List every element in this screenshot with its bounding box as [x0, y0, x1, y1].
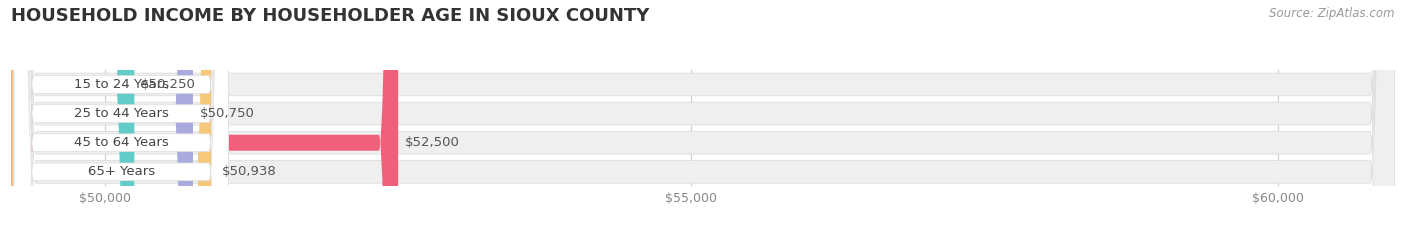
FancyBboxPatch shape: [14, 0, 228, 233]
Text: Source: ZipAtlas.com: Source: ZipAtlas.com: [1270, 7, 1395, 20]
Text: 25 to 44 Years: 25 to 44 Years: [73, 107, 169, 120]
Text: $50,250: $50,250: [141, 78, 197, 91]
FancyBboxPatch shape: [11, 0, 215, 233]
Text: $50,938: $50,938: [222, 165, 277, 178]
Text: 15 to 24 Years: 15 to 24 Years: [73, 78, 169, 91]
Text: $52,500: $52,500: [405, 136, 460, 149]
FancyBboxPatch shape: [11, 0, 1395, 233]
FancyBboxPatch shape: [14, 0, 228, 233]
FancyBboxPatch shape: [11, 0, 1395, 233]
FancyBboxPatch shape: [11, 0, 398, 233]
FancyBboxPatch shape: [11, 0, 1395, 233]
Text: 65+ Years: 65+ Years: [87, 165, 155, 178]
FancyBboxPatch shape: [14, 0, 228, 233]
FancyBboxPatch shape: [11, 0, 135, 233]
FancyBboxPatch shape: [14, 0, 228, 233]
Text: $50,750: $50,750: [200, 107, 254, 120]
Text: HOUSEHOLD INCOME BY HOUSEHOLDER AGE IN SIOUX COUNTY: HOUSEHOLD INCOME BY HOUSEHOLDER AGE IN S…: [11, 7, 650, 25]
FancyBboxPatch shape: [11, 0, 193, 233]
Text: 45 to 64 Years: 45 to 64 Years: [75, 136, 169, 149]
FancyBboxPatch shape: [11, 0, 1395, 233]
